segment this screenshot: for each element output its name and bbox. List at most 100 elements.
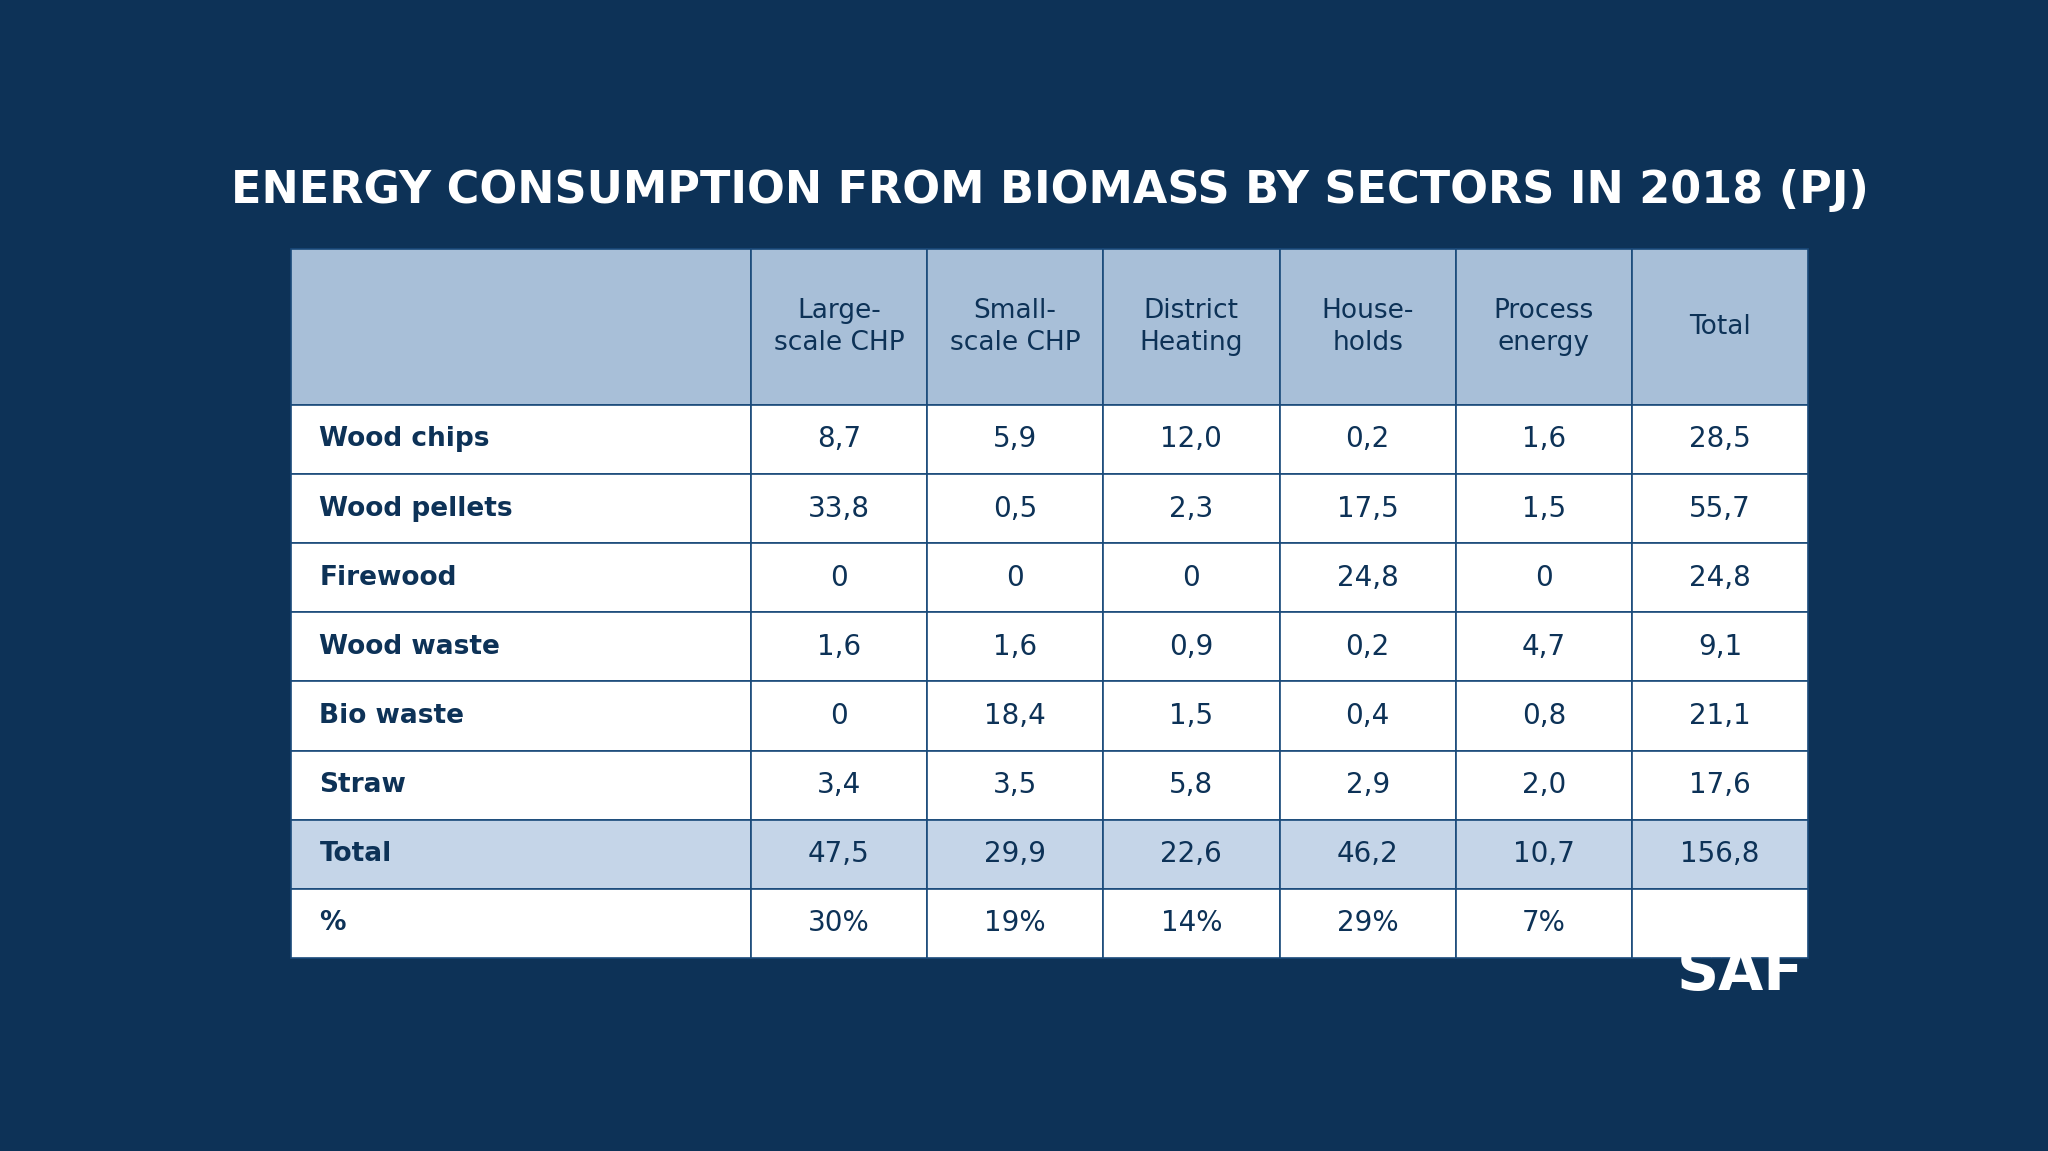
Text: Large-
scale CHP: Large- scale CHP: [774, 298, 903, 356]
Text: 156,8: 156,8: [1681, 840, 1759, 868]
Bar: [291, 249, 752, 405]
Text: 21,1: 21,1: [1690, 702, 1751, 730]
Bar: [1280, 750, 1456, 820]
Bar: [1632, 612, 1808, 681]
Text: 17,6: 17,6: [1690, 771, 1751, 799]
Bar: [752, 474, 928, 543]
Bar: [928, 543, 1104, 612]
Text: 9,1: 9,1: [1698, 633, 1743, 661]
Bar: [752, 405, 928, 474]
Text: 0: 0: [829, 702, 848, 730]
Bar: [1104, 249, 1280, 405]
Bar: [1104, 543, 1280, 612]
Bar: [752, 681, 928, 750]
Text: 7%: 7%: [1522, 909, 1567, 937]
Text: 5,9: 5,9: [993, 426, 1036, 453]
Bar: [1280, 820, 1456, 889]
Bar: [1280, 474, 1456, 543]
Bar: [928, 820, 1104, 889]
Text: Wood waste: Wood waste: [319, 634, 500, 660]
Text: 1,6: 1,6: [1522, 426, 1567, 453]
Bar: [928, 612, 1104, 681]
Bar: [291, 612, 752, 681]
Text: Process
energy: Process energy: [1493, 298, 1593, 356]
Bar: [928, 249, 1104, 405]
Bar: [1632, 889, 1808, 958]
Bar: [752, 612, 928, 681]
Bar: [1456, 750, 1632, 820]
Bar: [1456, 405, 1632, 474]
Bar: [1632, 750, 1808, 820]
Bar: [1104, 750, 1280, 820]
Bar: [1456, 612, 1632, 681]
Bar: [1280, 405, 1456, 474]
Text: 12,0: 12,0: [1161, 426, 1223, 453]
Text: House-
holds: House- holds: [1321, 298, 1413, 356]
Text: Firewood: Firewood: [319, 565, 457, 590]
Bar: [1104, 612, 1280, 681]
Bar: [1280, 681, 1456, 750]
Bar: [752, 543, 928, 612]
Text: 0,2: 0,2: [1346, 633, 1391, 661]
Text: 0,4: 0,4: [1346, 702, 1391, 730]
Bar: [1632, 681, 1808, 750]
Bar: [1280, 889, 1456, 958]
Text: 5,8: 5,8: [1169, 771, 1212, 799]
Bar: [1456, 681, 1632, 750]
Bar: [1456, 543, 1632, 612]
Text: Wood pellets: Wood pellets: [319, 496, 514, 521]
Text: 24,8: 24,8: [1690, 564, 1751, 592]
Text: Wood chips: Wood chips: [319, 427, 489, 452]
Text: 0: 0: [829, 564, 848, 592]
Text: 0,5: 0,5: [993, 495, 1036, 523]
Bar: [291, 405, 752, 474]
Bar: [1280, 612, 1456, 681]
Text: 8,7: 8,7: [817, 426, 860, 453]
Text: Straw: Straw: [319, 772, 406, 798]
Bar: [1632, 249, 1808, 405]
Text: Total: Total: [319, 841, 391, 867]
Bar: [291, 889, 752, 958]
Bar: [291, 820, 752, 889]
Bar: [1280, 249, 1456, 405]
Text: 0,2: 0,2: [1346, 426, 1391, 453]
Bar: [928, 889, 1104, 958]
Bar: [928, 750, 1104, 820]
Text: 18,4: 18,4: [985, 702, 1047, 730]
Text: 1,6: 1,6: [993, 633, 1036, 661]
Text: 24,8: 24,8: [1337, 564, 1399, 592]
Bar: [291, 750, 752, 820]
Text: Bio waste: Bio waste: [319, 703, 465, 729]
Bar: [928, 405, 1104, 474]
Text: ENERGY CONSUMPTION FROM BIOMASS BY SECTORS IN 2018 (PJ): ENERGY CONSUMPTION FROM BIOMASS BY SECTO…: [231, 169, 1868, 212]
Text: Total: Total: [1690, 314, 1751, 340]
Text: 3,5: 3,5: [993, 771, 1036, 799]
Bar: [1104, 405, 1280, 474]
Bar: [752, 820, 928, 889]
Bar: [1632, 820, 1808, 889]
Text: 14%: 14%: [1161, 909, 1223, 937]
Text: SAF: SAF: [1677, 945, 1804, 1003]
Text: 0,8: 0,8: [1522, 702, 1567, 730]
Bar: [1456, 820, 1632, 889]
Text: 46,2: 46,2: [1337, 840, 1399, 868]
Text: 17,5: 17,5: [1337, 495, 1399, 523]
Text: 28,5: 28,5: [1690, 426, 1751, 453]
Bar: [1632, 474, 1808, 543]
Text: 2,9: 2,9: [1346, 771, 1391, 799]
Text: 33,8: 33,8: [807, 495, 870, 523]
Text: 1,5: 1,5: [1522, 495, 1567, 523]
Bar: [291, 474, 752, 543]
Text: 30%: 30%: [809, 909, 870, 937]
Bar: [752, 750, 928, 820]
Text: 0: 0: [1006, 564, 1024, 592]
Text: 29%: 29%: [1337, 909, 1399, 937]
Text: %: %: [319, 910, 346, 937]
Text: 22,6: 22,6: [1161, 840, 1223, 868]
Bar: [1104, 681, 1280, 750]
Text: 0: 0: [1182, 564, 1200, 592]
Text: 1,5: 1,5: [1169, 702, 1212, 730]
Text: 55,7: 55,7: [1690, 495, 1751, 523]
Text: 19%: 19%: [985, 909, 1047, 937]
Bar: [1104, 474, 1280, 543]
